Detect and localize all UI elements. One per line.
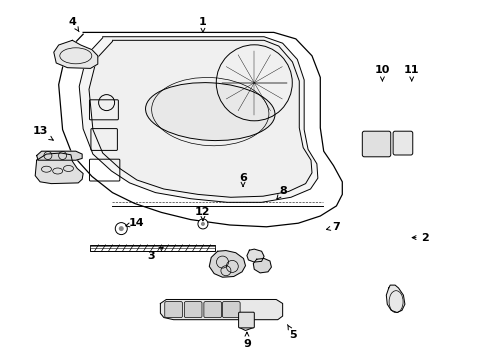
FancyBboxPatch shape	[238, 312, 254, 328]
Ellipse shape	[145, 83, 274, 140]
Text: 11: 11	[403, 65, 419, 81]
Text: 12: 12	[195, 207, 210, 221]
FancyBboxPatch shape	[222, 302, 240, 318]
Polygon shape	[160, 300, 282, 330]
FancyBboxPatch shape	[392, 131, 412, 155]
Polygon shape	[209, 251, 245, 277]
Circle shape	[115, 222, 127, 235]
Polygon shape	[253, 258, 271, 273]
FancyBboxPatch shape	[362, 131, 390, 157]
FancyBboxPatch shape	[164, 302, 182, 318]
Text: 6: 6	[239, 173, 246, 186]
Polygon shape	[386, 285, 404, 312]
Text: 9: 9	[243, 332, 250, 349]
Text: 14: 14	[125, 218, 144, 228]
Text: 10: 10	[374, 65, 389, 81]
Text: 13: 13	[32, 126, 53, 140]
Text: 3: 3	[147, 247, 163, 261]
FancyBboxPatch shape	[184, 302, 202, 318]
Polygon shape	[79, 37, 317, 202]
Circle shape	[201, 222, 204, 226]
FancyBboxPatch shape	[203, 302, 221, 318]
Polygon shape	[37, 151, 82, 160]
Polygon shape	[54, 40, 98, 68]
Text: 5: 5	[287, 325, 297, 340]
Text: 2: 2	[411, 233, 428, 243]
Text: 7: 7	[326, 222, 340, 232]
Polygon shape	[35, 153, 83, 184]
Bar	[90, 246, 215, 248]
Polygon shape	[246, 249, 264, 262]
Text: 8: 8	[276, 186, 287, 199]
Circle shape	[198, 219, 207, 229]
Circle shape	[119, 226, 123, 231]
Bar	[90, 245, 215, 251]
Text: 1: 1	[199, 17, 206, 32]
Polygon shape	[59, 32, 342, 227]
Text: 4: 4	[68, 17, 79, 32]
Polygon shape	[89, 40, 311, 197]
